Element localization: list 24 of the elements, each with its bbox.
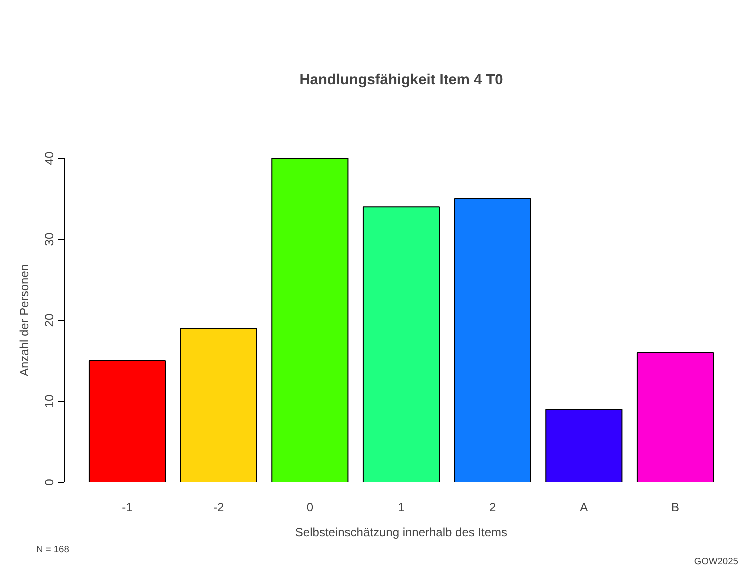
y-tick-label: 10	[42, 394, 56, 408]
x-tick-label: 2	[489, 500, 496, 514]
bar	[454, 198, 532, 482]
text: N = 168	[36, 544, 70, 554]
bar	[636, 352, 714, 482]
y-tick-label: 0	[42, 478, 56, 486]
y-axis-title: Anzahl der Personen	[18, 264, 32, 377]
y-tick-label: 30	[42, 232, 56, 246]
x-axis-title: Selbsteinschätzung innerhalb des Items	[295, 526, 508, 540]
x-tick-label: B	[671, 500, 680, 514]
chart-title: Handlungsfähigkeit Item 4 T0	[300, 72, 504, 88]
x-tick-label: -2	[214, 500, 224, 514]
text: GOW2025	[694, 556, 739, 566]
bar	[180, 328, 258, 482]
y-tick-label: 40	[42, 152, 56, 166]
bar	[362, 206, 440, 482]
x-tick-label: -1	[122, 500, 134, 514]
x-tick-label: 1	[398, 500, 406, 514]
x-tick-label: 0	[306, 500, 314, 514]
bar	[272, 158, 349, 482]
y-tick-label: 20	[42, 314, 56, 328]
bar	[88, 360, 166, 482]
bar	[546, 409, 623, 482]
x-tick-label: A	[580, 500, 588, 514]
